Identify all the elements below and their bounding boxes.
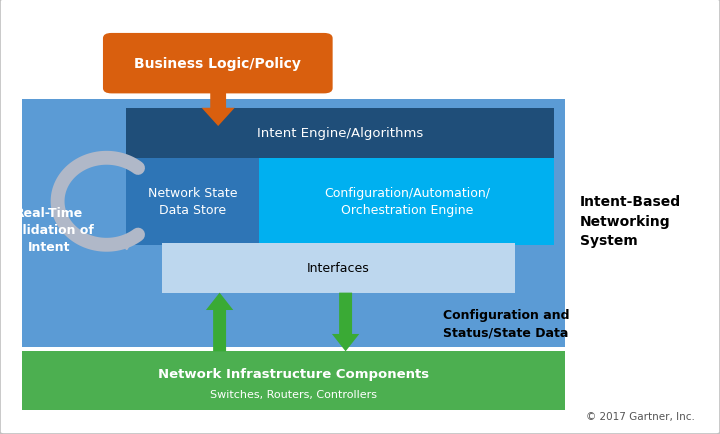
Bar [126,158,259,245]
FancyArrow shape [202,90,235,127]
FancyArrow shape [206,293,233,352]
Text: Network State
Data Store: Network State Data Store [148,187,238,217]
Text: Interfaces: Interfaces [307,262,370,274]
Text: Business Logic/Policy: Business Logic/Policy [135,57,301,71]
Text: Configuration/Automation/
Orchestration Engine: Configuration/Automation/ Orchestration … [324,187,490,217]
Text: Intent Engine/Algorithms: Intent Engine/Algorithms [257,127,423,140]
Text: Network Infrastructure Components: Network Infrastructure Components [158,367,429,380]
FancyBboxPatch shape [103,34,333,94]
Text: Configuration and
Status/State Data: Configuration and Status/State Data [443,309,570,338]
Text: © 2017 Gartner, Inc.: © 2017 Gartner, Inc. [586,411,695,421]
FancyArrow shape [332,293,359,352]
Text: Intent-Based
Networking
System: Intent-Based Networking System [580,195,680,248]
Bar [22,100,565,347]
Text: Real-Time
Validation of
Intent: Real-Time Validation of Intent [4,207,94,253]
Bar [162,243,515,293]
Bar [126,108,554,158]
Text: Switches, Routers, Controllers: Switches, Routers, Controllers [210,389,377,399]
Bar [22,352,565,410]
Bar [259,158,554,245]
